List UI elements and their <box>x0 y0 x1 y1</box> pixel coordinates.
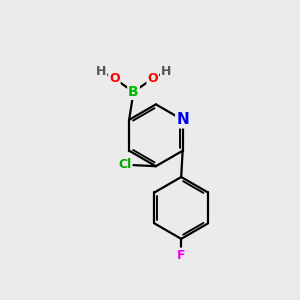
Text: H: H <box>161 65 171 78</box>
Text: N: N <box>176 112 189 127</box>
Text: B: B <box>128 85 139 99</box>
Text: O: O <box>147 72 158 85</box>
Text: H: H <box>96 65 106 78</box>
Text: O: O <box>109 72 120 85</box>
Text: F: F <box>177 248 185 262</box>
Text: Cl: Cl <box>118 158 132 171</box>
